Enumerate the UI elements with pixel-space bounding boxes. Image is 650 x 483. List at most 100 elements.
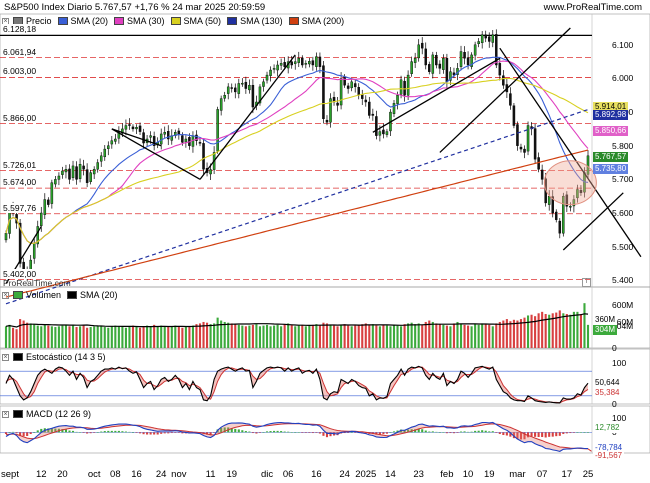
- candle: [251, 84, 255, 108]
- candle: [346, 85, 350, 89]
- legend-item[interactable]: SMA (50): [170, 16, 221, 26]
- value-tag: 35,384: [593, 388, 622, 399]
- panel-close-icon[interactable]: ×: [2, 410, 9, 418]
- volume-bar: [378, 326, 381, 348]
- macd-histogram-bar: [572, 432, 575, 433]
- candle: [18, 222, 22, 264]
- volume-bar: [407, 323, 410, 348]
- candle: [403, 80, 406, 96]
- macd-histogram-bar: [576, 432, 579, 433]
- macd-histogram-bar: [456, 432, 459, 433]
- legend-item[interactable]: SMA (200): [288, 16, 344, 26]
- volume-bar: [396, 325, 399, 348]
- macd-histogram-bar: [280, 431, 283, 433]
- macd-histogram-bar: [385, 432, 388, 434]
- volume-bar: [230, 323, 233, 348]
- trend-line[interactable]: [562, 192, 624, 251]
- volume-bar: [195, 324, 198, 348]
- volume-bar: [142, 326, 145, 348]
- volume-bar: [68, 326, 71, 348]
- axis-tick-label: 5.600: [612, 208, 634, 218]
- panel-close-icon[interactable]: ×: [2, 353, 9, 361]
- panel-close-icon[interactable]: ×: [2, 291, 9, 299]
- candle: [523, 148, 526, 153]
- macd-histogram-bar: [318, 432, 321, 434]
- trend-line[interactable]: [111, 128, 201, 180]
- axis-tick-label: 360M: [612, 316, 634, 327]
- macd-histogram-bar: [75, 431, 78, 433]
- candle: [68, 168, 71, 180]
- volume-bar: [167, 327, 170, 348]
- macd-histogram-bar: [442, 432, 445, 433]
- legend-item[interactable]: Estocástico (14 3 5): [13, 352, 106, 362]
- macd-histogram-bar: [12, 431, 15, 433]
- macd-histogram-bar: [209, 432, 212, 435]
- macd-histogram-bar: [392, 431, 396, 433]
- macd-histogram-bar: [530, 432, 533, 437]
- trend-line[interactable]: [372, 57, 501, 133]
- candle: [107, 145, 110, 149]
- macd-histogram-bar: [64, 429, 68, 433]
- candle: [216, 109, 219, 152]
- macd-histogram-bar: [512, 432, 515, 439]
- x-axis-label: 16: [311, 469, 322, 480]
- volume-bar: [558, 310, 561, 348]
- volume-bar: [54, 327, 57, 348]
- panel-frame: [0, 405, 650, 454]
- trend-line[interactable]: [199, 54, 296, 180]
- volume-bar: [509, 321, 512, 348]
- legend-item[interactable]: Volumen: [13, 290, 61, 300]
- candle: [498, 63, 502, 76]
- volume-bar: [50, 326, 53, 348]
- macd-histogram-bar: [498, 432, 501, 435]
- legend-item[interactable]: SMA (20): [57, 16, 108, 26]
- x-axis-label: 19: [483, 469, 495, 480]
- trend-line[interactable]: [569, 152, 642, 258]
- candle: [322, 65, 325, 120]
- volume-bar: [452, 323, 456, 348]
- candle: [258, 86, 262, 104]
- candle: [428, 64, 431, 72]
- macd-histogram-bar: [452, 432, 456, 434]
- volume-bar: [19, 319, 22, 348]
- candle: [382, 129, 385, 135]
- value-tag: 360M: [593, 314, 618, 325]
- volume-bar: [470, 326, 473, 348]
- candle: [78, 164, 82, 179]
- trend-line[interactable]: [439, 27, 571, 153]
- highlight-ellipse[interactable]: [543, 160, 597, 206]
- macd-histogram-bar: [558, 432, 561, 436]
- candle: [276, 64, 279, 71]
- candle: [459, 51, 463, 67]
- volume-bar: [459, 324, 463, 348]
- legend-item[interactable]: SMA (30): [114, 16, 165, 26]
- volume-bar: [555, 312, 558, 348]
- legend-item[interactable]: MACD (12 26 9): [13, 409, 91, 419]
- candle: [576, 189, 579, 199]
- panel-close-icon[interactable]: ×: [2, 17, 9, 25]
- value-tag: -91,567: [593, 451, 625, 462]
- info-icon[interactable]: i: [582, 278, 591, 287]
- candle: [516, 124, 519, 146]
- candle: [248, 84, 251, 91]
- volume-bar: [8, 324, 11, 348]
- volume-bar: [276, 324, 279, 348]
- trend-line[interactable]: [499, 47, 571, 153]
- macd-histogram-bar: [124, 431, 127, 433]
- trend-line[interactable]: [111, 128, 162, 147]
- legend-item[interactable]: SMA (130): [227, 16, 283, 26]
- volume-bar: [79, 326, 82, 348]
- legend-label: MACD (12 26 9): [26, 409, 92, 419]
- volume-bar: [347, 325, 350, 348]
- macd-histogram-bar: [347, 432, 350, 433]
- candle: [353, 83, 357, 88]
- prorealtime-link[interactable]: www.ProRealTime.com: [543, 2, 642, 13]
- macd-histogram-bar: [142, 432, 145, 435]
- legend-item[interactable]: SMA (20): [67, 290, 118, 300]
- volume-bar: [438, 324, 441, 348]
- volume-bar: [301, 324, 304, 348]
- volume-bar: [121, 327, 124, 348]
- volume-bar: [75, 327, 78, 348]
- x-axis-label: sept: [1, 469, 19, 480]
